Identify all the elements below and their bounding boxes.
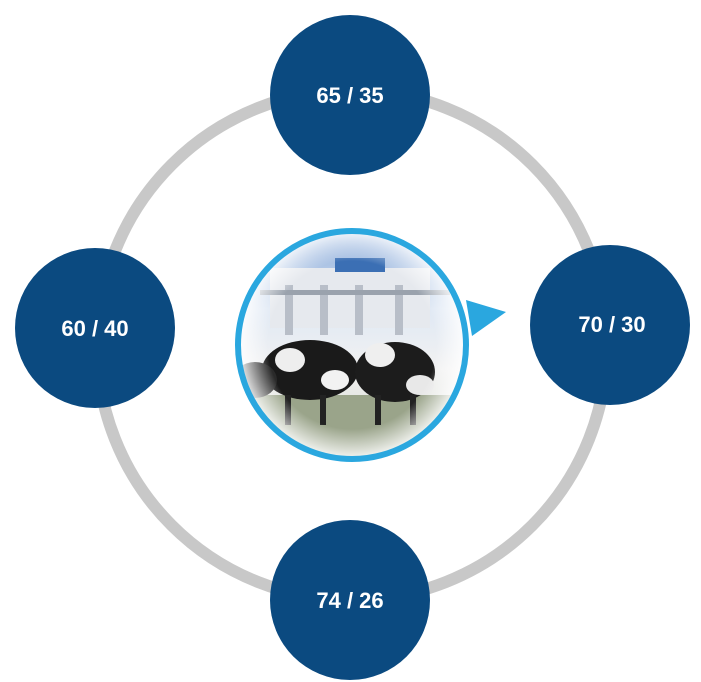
node-label: 60 / 40 — [61, 316, 128, 341]
node: 74 / 26 — [270, 520, 430, 680]
node: 70 / 30 — [530, 245, 690, 405]
node-label: 65 / 35 — [316, 83, 383, 108]
center-photo — [230, 225, 506, 465]
node: 60 / 40 — [15, 248, 175, 408]
node-label: 74 / 26 — [316, 588, 383, 613]
cycle-diagram: 65 / 35 70 / 30 74 / 26 60 / 40 — [0, 0, 701, 682]
node: 65 / 35 — [270, 15, 430, 175]
node-label: 70 / 30 — [578, 312, 645, 337]
